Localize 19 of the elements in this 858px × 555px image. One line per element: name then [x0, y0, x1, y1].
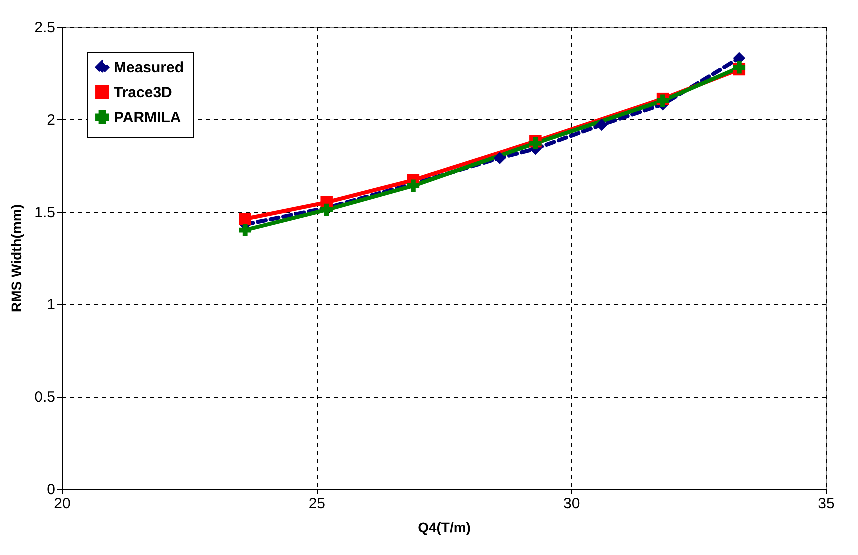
x-tick-label: 35: [818, 496, 835, 512]
y-tick-label: 1.5: [34, 204, 56, 222]
legend-label: PARMILA: [114, 110, 182, 126]
x-tick-label: 30: [563, 496, 580, 512]
x-axis-title: Q4(T/m): [418, 520, 471, 536]
x-tick-label: 20: [54, 496, 71, 512]
y-tick-label: 0.5: [34, 389, 56, 406]
point: [239, 213, 252, 226]
x-tick-label: 25: [308, 496, 326, 512]
y-axis-title: RMS Width(mm): [8, 204, 25, 312]
point: [596, 118, 608, 132]
y-tick-label: 2.5: [34, 20, 56, 36]
y-tick-label: 2: [47, 112, 56, 129]
legend-label: Measured: [114, 60, 184, 76]
y-tick-label: 1: [47, 296, 56, 314]
y-tick-label: 0: [47, 482, 56, 498]
point: [239, 224, 252, 236]
legend-label: Trace3D: [114, 84, 173, 102]
point: [494, 152, 506, 164]
